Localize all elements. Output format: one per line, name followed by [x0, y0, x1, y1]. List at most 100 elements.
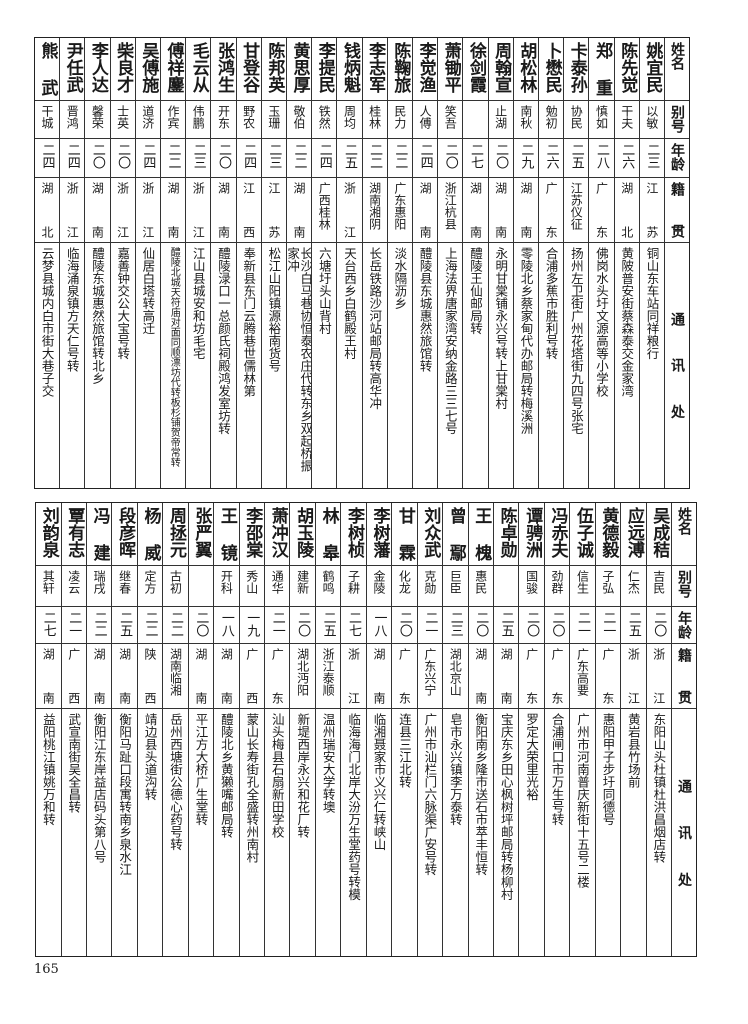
address-text: 宝庆东乡田心枫树坪邮局转杨柳村: [498, 713, 514, 901]
age-text: 二〇: [651, 611, 667, 637]
address-text: 临湘聂家市义兴仁转峡山: [371, 713, 387, 851]
age-cell: 二〇: [488, 139, 513, 178]
person-column: 林皋 鹤鸣 二五 浙江泰顺 温州瑞安大学转墺: [314, 503, 341, 956]
address-cell: 江山县城安和坊毛宅: [186, 243, 210, 488]
native-text: 湖北沔阳: [295, 648, 310, 696]
person-column: 李树藩 金陵 一八 湖南 临湘聂家市义兴仁转峡山: [365, 503, 392, 956]
age-cell: 二八: [589, 139, 614, 178]
alias-text: 士英: [115, 105, 130, 129]
address-text: 衡阳马趾口段寓转南乡泉水江: [117, 713, 133, 876]
age-cell: 二七: [463, 139, 488, 178]
native-text: 浙江: [626, 648, 641, 704]
person-column: 李邵棠 秀山 一九 广西 蒙山长寿街孔全盛转州南村: [238, 503, 264, 956]
address-cell: 醴陵北城天符庙对面同顺漂坊代转板杉铺贺帝常转: [161, 243, 185, 488]
native-cell: 江西: [236, 178, 261, 243]
header-alias-text: 别号: [676, 570, 692, 598]
person-column: 段彦晖 继春 二五 湖南 衡阳马趾口段寓转南乡泉水江: [111, 503, 137, 956]
address-cell: 长岳铁路沙河站邮局转高华冲: [363, 243, 387, 488]
name-cell: 萧冲汉: [265, 503, 290, 566]
header-name-cell: 姓名: [672, 503, 696, 566]
native-cell: 广东: [519, 644, 544, 709]
age-text: 二五: [320, 611, 336, 637]
age-cell: 二三: [443, 607, 468, 644]
alias-text: 金陵: [371, 570, 386, 594]
age-cell: 二三: [261, 139, 286, 178]
native-cell: 浙江: [621, 644, 646, 709]
name-cell: 陈卓勋: [493, 503, 519, 566]
address-cell: 永明甘棠铺永兴号转上甘棠村: [489, 243, 513, 488]
person-column: 冯赤夫 劲群 二〇 广东 合浦闸口市万生号转: [543, 503, 570, 956]
alias-text: 其轩: [41, 570, 56, 594]
alias-cell: 子弘: [595, 566, 621, 607]
name-cell: 段彦晖: [112, 503, 137, 566]
person-column: 谭骋洲 国骏 二〇 广东 罗定大荣里光裕: [518, 503, 544, 956]
age-text: 二四: [39, 143, 55, 169]
native-cell: 湖南: [188, 644, 214, 709]
name-cell: 冯赤夫: [544, 503, 570, 566]
native-cell: 湖南: [366, 644, 392, 709]
alias-text: 开东: [216, 105, 231, 129]
alias-text: 信生: [575, 570, 590, 594]
address-cell: 六塘圩头山背村: [312, 243, 336, 488]
age-cell: 二四: [236, 139, 261, 178]
native-cell: 浙江: [110, 178, 135, 243]
person-column: 郑重 慎如 二八 广东 佛岗水头圩文源高等小学校: [588, 38, 614, 488]
name-text: 黄德毅: [598, 507, 619, 558]
name-cell: 钱炳魁: [337, 38, 362, 101]
alias-cell: 通华: [265, 566, 290, 607]
native-cell: 浙江: [60, 178, 85, 243]
native-text: 广东: [600, 648, 615, 704]
name-text: 陈卓勋: [496, 507, 517, 558]
name-cell: 李志军: [362, 38, 387, 101]
age-text: 二一: [269, 611, 285, 637]
alias-cell: 巨臣: [443, 566, 468, 607]
age-text: 二四: [140, 143, 156, 169]
alias-text: 玉珊: [266, 105, 281, 129]
person-column: 伍子诚 信生 二一 广东高要 广州市河南普庆新街十五号二楼: [569, 503, 595, 956]
alias-cell: 干城: [34, 101, 60, 139]
native-cell: 浙江泰顺: [315, 644, 341, 709]
name-text: 李人达: [87, 42, 108, 93]
name-text: 甘登谷: [239, 42, 260, 93]
name-text: 林皋: [318, 507, 339, 561]
name-cell: 吴成秸: [646, 503, 671, 566]
name-cell: 柴良才: [110, 38, 135, 101]
age-cell: 二四: [412, 139, 438, 178]
alias-cell: 凌云: [61, 566, 86, 607]
address-cell: 新堤西岸永兴和花厂转: [290, 709, 314, 956]
age-text: 二三: [447, 611, 463, 637]
name-cell: 毛云从: [186, 38, 211, 101]
alias-text: 子弘: [600, 570, 615, 594]
alias-text: 国骏: [524, 570, 539, 594]
native-text: 广东: [524, 648, 539, 704]
native-cell: 湖南: [85, 178, 110, 243]
age-text: 二〇: [493, 143, 509, 169]
name-cell: 尹任武: [60, 38, 85, 101]
age-cell: 二一: [417, 607, 443, 644]
alias-cell: 作宾: [160, 101, 186, 139]
native-text: 浙江: [651, 648, 666, 704]
age-cell: 二〇: [392, 607, 417, 644]
native-cell: 陕西: [137, 644, 163, 709]
alias-cell: 仁杰: [621, 566, 646, 607]
age-cell: 二二: [387, 139, 412, 178]
alias-cell: 惠民: [468, 566, 493, 607]
person-column: 吴傅施 道济 二四 浙江 仙居白塔转高迁: [134, 38, 160, 488]
native-cell: 浙江: [646, 644, 671, 709]
address-cell: 佛岗水头圩文源高等小学校: [589, 243, 613, 488]
age-text: 二二: [165, 143, 181, 169]
native-cell: 广东: [392, 644, 417, 709]
name-cell: 覃有志: [61, 503, 86, 566]
name-cell: 张严翼: [188, 503, 214, 566]
age-text: 一九: [244, 611, 260, 637]
person-column: 王槐 惠民 二〇 湖南 衡阳南乡隆市送石市萃丰恒转: [467, 503, 493, 956]
age-cell: 二四: [60, 139, 85, 178]
name-cell: 卜懋民: [538, 38, 564, 101]
address-text: 长岳铁路沙河站邮局转高华冲: [367, 247, 383, 410]
address-text: 长沙白马巷协恒泰农庄代转东乡双起桥振家冲: [286, 247, 312, 472]
address-text: 铜山东车站同祥粮行: [644, 247, 660, 360]
alias-cell: 信生: [570, 566, 595, 607]
address-text: 蒙山长寿街孔全盛转州南村: [244, 713, 260, 863]
alias-cell: 协民: [564, 101, 589, 139]
address-cell: 益阳桃江镇姚万和转: [36, 709, 60, 956]
